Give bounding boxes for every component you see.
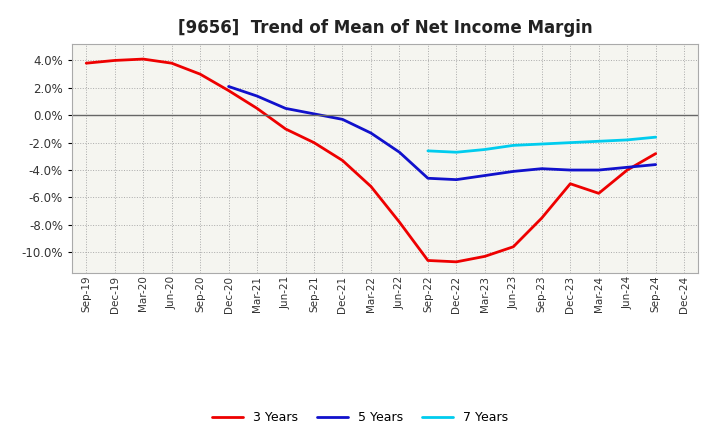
- 3 Years: [509, 244, 518, 249]
- 3 Years: [366, 184, 375, 189]
- Title: [9656]  Trend of Mean of Net Income Margin: [9656] Trend of Mean of Net Income Margi…: [178, 19, 593, 37]
- 3 Years: [623, 167, 631, 172]
- 3 Years: [537, 215, 546, 220]
- 5 Years: [623, 165, 631, 170]
- 7 Years: [423, 148, 432, 154]
- 5 Years: [338, 117, 347, 122]
- 5 Years: [282, 106, 290, 111]
- 5 Years: [480, 173, 489, 178]
- 5 Years: [395, 150, 404, 155]
- 3 Years: [480, 254, 489, 259]
- 7 Years: [480, 147, 489, 152]
- 5 Years: [423, 176, 432, 181]
- 7 Years: [652, 135, 660, 140]
- 5 Years: [366, 130, 375, 136]
- 3 Years: [338, 158, 347, 163]
- 3 Years: [167, 61, 176, 66]
- 3 Years: [225, 88, 233, 93]
- 3 Years: [196, 72, 204, 77]
- 7 Years: [509, 143, 518, 148]
- 3 Years: [310, 140, 318, 145]
- 5 Years: [537, 166, 546, 171]
- 3 Years: [652, 151, 660, 156]
- 3 Years: [595, 191, 603, 196]
- 3 Years: [139, 56, 148, 62]
- 5 Years: [253, 93, 261, 99]
- 3 Years: [423, 258, 432, 263]
- 3 Years: [282, 126, 290, 132]
- 5 Years: [652, 162, 660, 167]
- 3 Years: [253, 106, 261, 111]
- 3 Years: [395, 220, 404, 225]
- Legend: 3 Years, 5 Years, 7 Years: 3 Years, 5 Years, 7 Years: [207, 407, 513, 429]
- 7 Years: [595, 139, 603, 144]
- 7 Years: [452, 150, 461, 155]
- 5 Years: [595, 167, 603, 172]
- 3 Years: [82, 61, 91, 66]
- 7 Years: [623, 137, 631, 143]
- Line: 5 Years: 5 Years: [229, 87, 656, 180]
- 5 Years: [225, 84, 233, 89]
- 3 Years: [452, 259, 461, 264]
- 3 Years: [110, 58, 119, 63]
- Line: 3 Years: 3 Years: [86, 59, 656, 262]
- 5 Years: [310, 111, 318, 117]
- 5 Years: [509, 169, 518, 174]
- 5 Years: [566, 167, 575, 172]
- 7 Years: [537, 141, 546, 147]
- 3 Years: [566, 181, 575, 187]
- 5 Years: [452, 177, 461, 182]
- 7 Years: [566, 140, 575, 145]
- Line: 7 Years: 7 Years: [428, 137, 656, 152]
